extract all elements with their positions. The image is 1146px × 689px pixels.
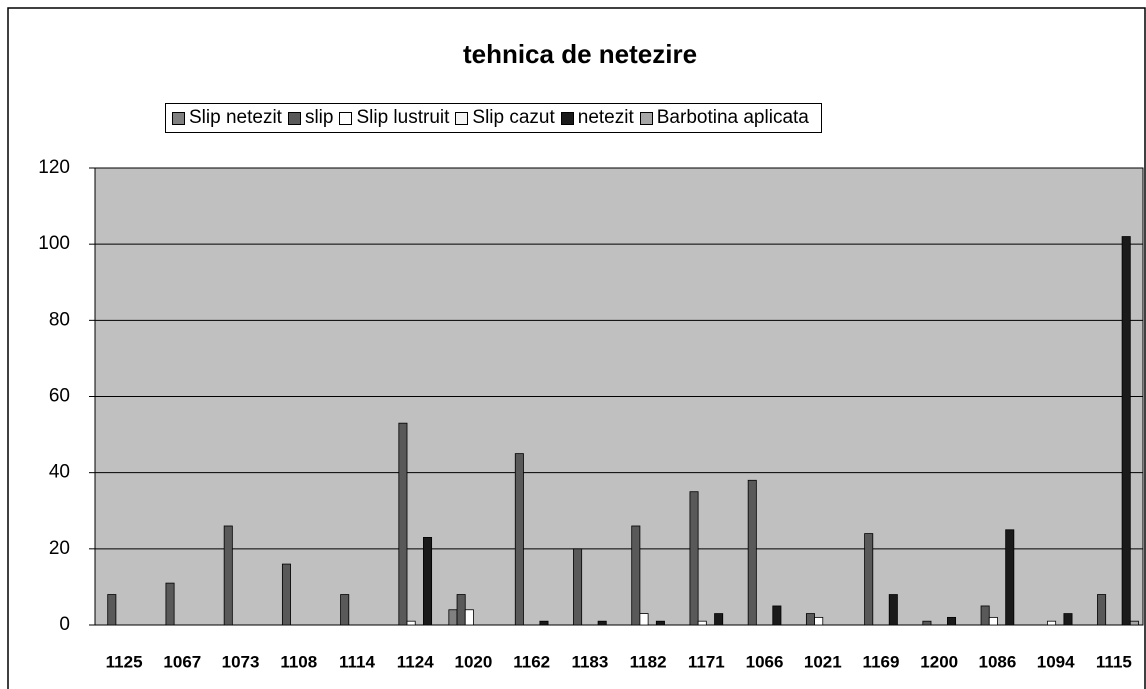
y-tick-label: 0 [59, 614, 70, 635]
legend-swatch [560, 111, 574, 125]
bar [340, 594, 350, 626]
bar [714, 613, 724, 626]
legend-item: netezit [560, 107, 634, 129]
legend-item: Barbotina aplicata [639, 107, 809, 129]
bar [631, 525, 641, 626]
bar [747, 479, 757, 626]
bar [1047, 620, 1057, 626]
bar [888, 594, 898, 626]
bar [223, 525, 233, 626]
legend: Slip netezit slip Slip lustruit Slip cazut n… [165, 103, 822, 133]
bar [814, 616, 824, 626]
x-tick-label: 1067 [163, 652, 201, 671]
bar [406, 620, 416, 626]
bar [980, 605, 990, 626]
bar [165, 582, 175, 626]
bar [988, 616, 998, 626]
bar [1063, 613, 1073, 626]
bar [689, 491, 699, 626]
legend-label: Slip netezit [189, 107, 282, 128]
x-tick-label: 1169 [863, 652, 900, 671]
bar [1005, 529, 1015, 626]
x-tick-label: 1162 [513, 652, 550, 671]
y-tick-label: 60 [49, 386, 70, 407]
bar [573, 548, 583, 626]
legend-label: netezit [577, 107, 634, 128]
legend-swatch [287, 111, 301, 125]
bar [456, 594, 466, 626]
x-tick-label: 1200 [920, 652, 958, 671]
x-tick-label: 1094 [1037, 652, 1075, 671]
legend-label: Barbotina aplicata [656, 107, 809, 128]
legend-label: Slip lustruit [356, 107, 450, 128]
y-tick-label: 100 [38, 233, 70, 254]
x-tick-label: 1021 [804, 652, 842, 671]
bar [805, 613, 815, 626]
x-tick-label: 1020 [455, 652, 493, 671]
bar [597, 620, 607, 626]
bar [639, 613, 649, 626]
chart-title: tehnica de netezire [463, 39, 697, 69]
bar [539, 620, 549, 626]
legend-item: Slip netezit [172, 107, 282, 129]
bar [464, 609, 474, 626]
x-tick-label: 1124 [397, 652, 434, 671]
bar [947, 616, 957, 626]
x-tick-label: 1171 [688, 652, 725, 671]
x-tick-label: 1114 [339, 652, 375, 671]
bar [1129, 620, 1139, 626]
x-tick-label: 1183 [571, 652, 608, 671]
legend-item: slip [287, 107, 334, 129]
bar [655, 620, 665, 626]
bar [772, 605, 782, 626]
x-tick-label: 1066 [746, 652, 784, 671]
bar [107, 594, 117, 626]
legend-item: Slip lustruit [339, 107, 449, 129]
y-tick-label: 20 [49, 538, 70, 559]
legend-swatch [172, 111, 185, 125]
legend-label: slip [304, 107, 334, 128]
bar [1097, 594, 1107, 626]
bar [398, 422, 408, 626]
x-tick-label: 1125 [106, 652, 143, 671]
x-tick-label: 1182 [630, 652, 667, 671]
x-tick-label: 1115 [1096, 652, 1132, 671]
legend-item: Slip cazut [455, 107, 555, 129]
bar [922, 620, 932, 626]
x-tick-label: 1086 [979, 652, 1017, 671]
y-tick-label: 120 [38, 157, 70, 178]
legend-swatch [339, 111, 353, 125]
legend-label: Slip cazut [472, 107, 555, 128]
bar [423, 537, 433, 626]
y-tick-label: 40 [49, 462, 70, 483]
legend-swatch [639, 111, 653, 125]
bar [514, 453, 524, 626]
bar [697, 620, 707, 626]
x-tick-label: 1108 [280, 652, 317, 671]
bar [281, 563, 291, 626]
legend-swatch [455, 111, 469, 125]
x-tick-label: 1073 [222, 652, 260, 671]
bar [1121, 236, 1131, 626]
bar [448, 609, 458, 626]
bar [864, 533, 874, 626]
y-tick-label: 80 [49, 309, 70, 330]
